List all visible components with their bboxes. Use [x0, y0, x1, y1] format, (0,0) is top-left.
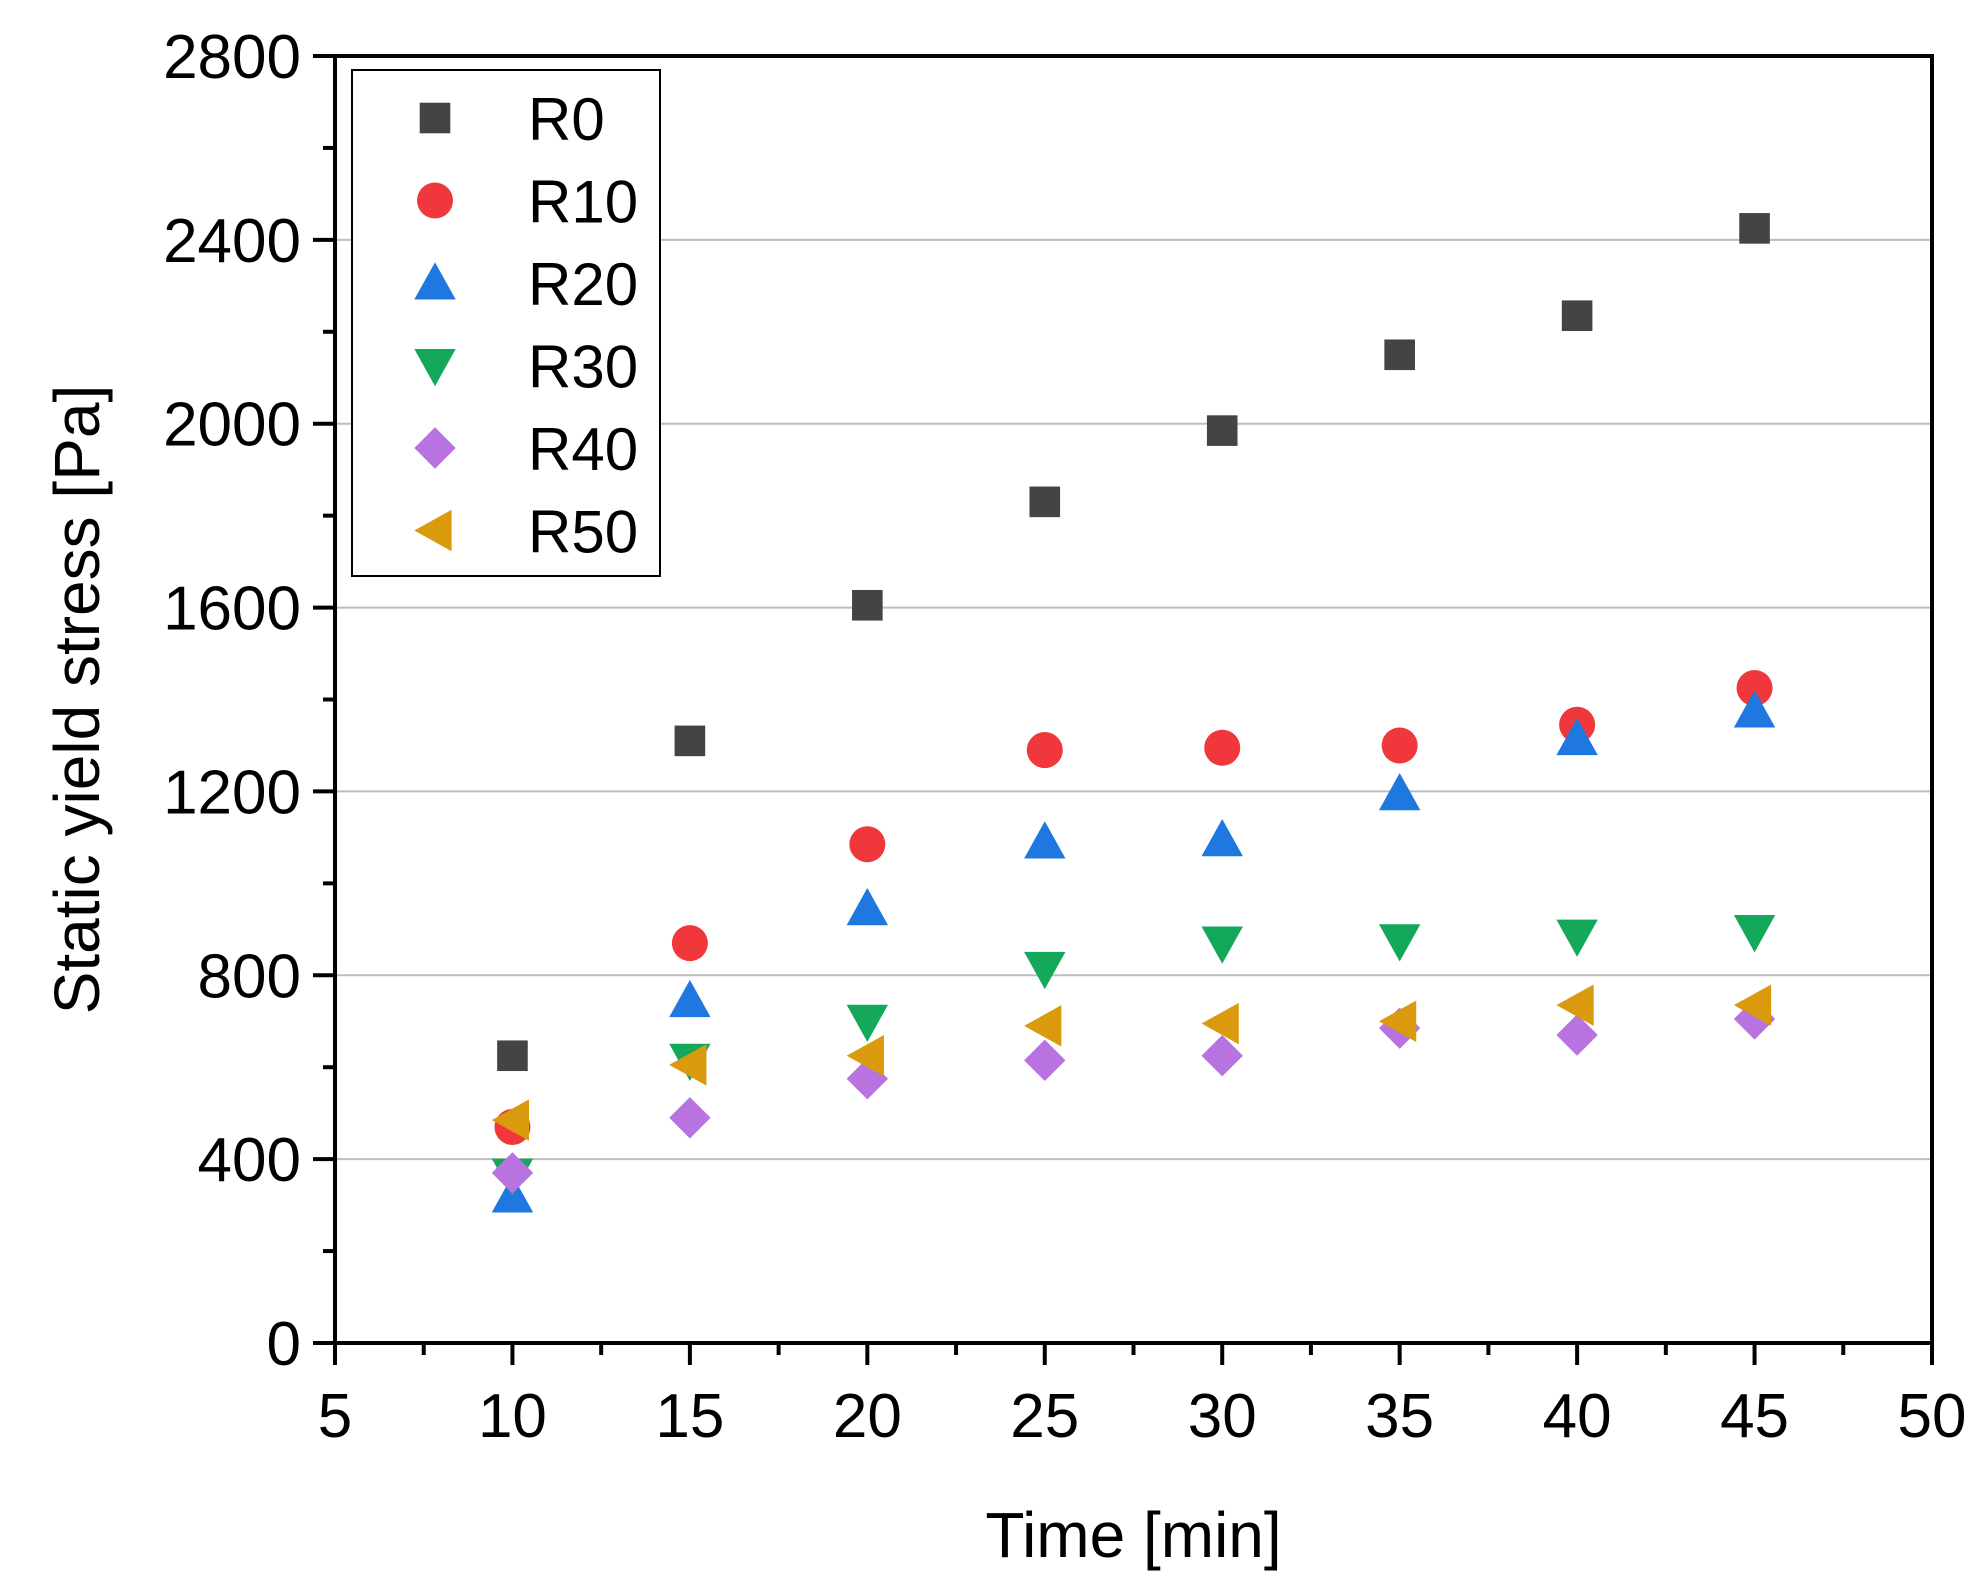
x-tick-label: 5	[318, 1382, 352, 1451]
data-point	[1026, 732, 1063, 769]
x-tick-label: 35	[1365, 1382, 1434, 1451]
data-point	[669, 979, 711, 1018]
legend-marker	[414, 509, 452, 552]
data-point	[1556, 717, 1598, 756]
x-tick-label: 50	[1898, 1382, 1967, 1451]
data-point	[497, 1040, 528, 1072]
x-axis: 5 10 15 20 25 30 35 40 45 50	[318, 1343, 1967, 1451]
data-point	[1381, 727, 1418, 764]
y-tick-label: 400	[198, 1126, 301, 1195]
legend-marker	[419, 102, 451, 134]
x-tick-label: 40	[1543, 1382, 1612, 1451]
data-point	[1733, 690, 1776, 728]
series-r20	[491, 690, 1776, 1213]
data-point	[1556, 1014, 1598, 1056]
legend-label: R30	[528, 334, 638, 401]
data-point	[1201, 926, 1243, 964]
legend-label: R10	[528, 169, 638, 236]
data-point	[846, 1058, 889, 1100]
data-point	[1024, 1039, 1066, 1082]
legend-label: R20	[528, 251, 638, 318]
data-point	[1206, 415, 1238, 446]
data-point	[1378, 924, 1421, 962]
x-tick-label: 30	[1188, 1382, 1257, 1451]
data-point	[491, 1152, 534, 1194]
y-tick-label: 800	[198, 942, 301, 1011]
data-point	[849, 826, 886, 863]
x-tick-label: 20	[833, 1382, 902, 1451]
data-point	[1201, 1002, 1239, 1045]
legend-marker	[417, 182, 453, 219]
data-point	[1556, 919, 1598, 957]
data-point	[1378, 773, 1421, 811]
data-point	[1561, 300, 1593, 331]
legend: R0 R10 R20 R30 R40 R50	[351, 69, 661, 577]
legend-label: R0	[528, 86, 605, 153]
data-point	[852, 589, 883, 621]
data-point	[669, 1097, 711, 1139]
y-tick-label: 2400	[163, 207, 301, 276]
data-point	[1029, 486, 1061, 518]
series-r50	[491, 984, 1772, 1141]
series-r40	[491, 998, 1776, 1194]
legend-label: R40	[528, 416, 638, 483]
data-point	[846, 1004, 889, 1042]
data-point	[1733, 984, 1772, 1026]
data-point	[1204, 729, 1241, 766]
x-tick-label: 25	[1010, 1382, 1079, 1451]
data-point	[1739, 213, 1770, 244]
data-point	[1201, 1035, 1243, 1077]
data-point	[1201, 818, 1243, 857]
data-point	[846, 887, 889, 926]
y-axis-title: Static yield stress [Pa]	[41, 385, 113, 1015]
y-tick-label: 1200	[163, 758, 301, 827]
data-point	[491, 1099, 530, 1141]
x-axis-title: Time [min]	[985, 1499, 1281, 1571]
y-tick-label: 0	[267, 1310, 301, 1379]
data-points	[491, 213, 1776, 1213]
data-point	[1736, 670, 1773, 707]
data-point	[1733, 915, 1776, 953]
y-tick-label: 2800	[163, 23, 301, 92]
data-point	[1024, 951, 1066, 990]
x-tick-label: 15	[655, 1382, 724, 1451]
legend-marker	[414, 427, 456, 469]
legend-marker	[414, 348, 456, 387]
legend-marker	[414, 262, 456, 300]
data-point	[1556, 984, 1594, 1026]
data-point	[1733, 998, 1776, 1040]
legend-label: R50	[528, 499, 638, 566]
data-point	[669, 1044, 707, 1086]
data-point	[846, 1035, 884, 1077]
legend-box	[351, 69, 661, 577]
series-r0	[497, 213, 1770, 1072]
data-point	[1384, 339, 1415, 371]
data-point	[674, 725, 706, 757]
data-point	[1024, 1005, 1062, 1047]
x-tick-label: 45	[1720, 1382, 1789, 1451]
x-tick-label: 10	[478, 1382, 547, 1451]
data-point	[1024, 821, 1066, 859]
data-point	[1378, 1000, 1417, 1042]
data-point	[671, 925, 708, 962]
y-axis: 0 400 800 1200 1600 2000 2400 2800	[163, 23, 335, 1379]
y-tick-label: 1600	[163, 575, 301, 644]
y-tick-label: 2000	[163, 391, 301, 460]
